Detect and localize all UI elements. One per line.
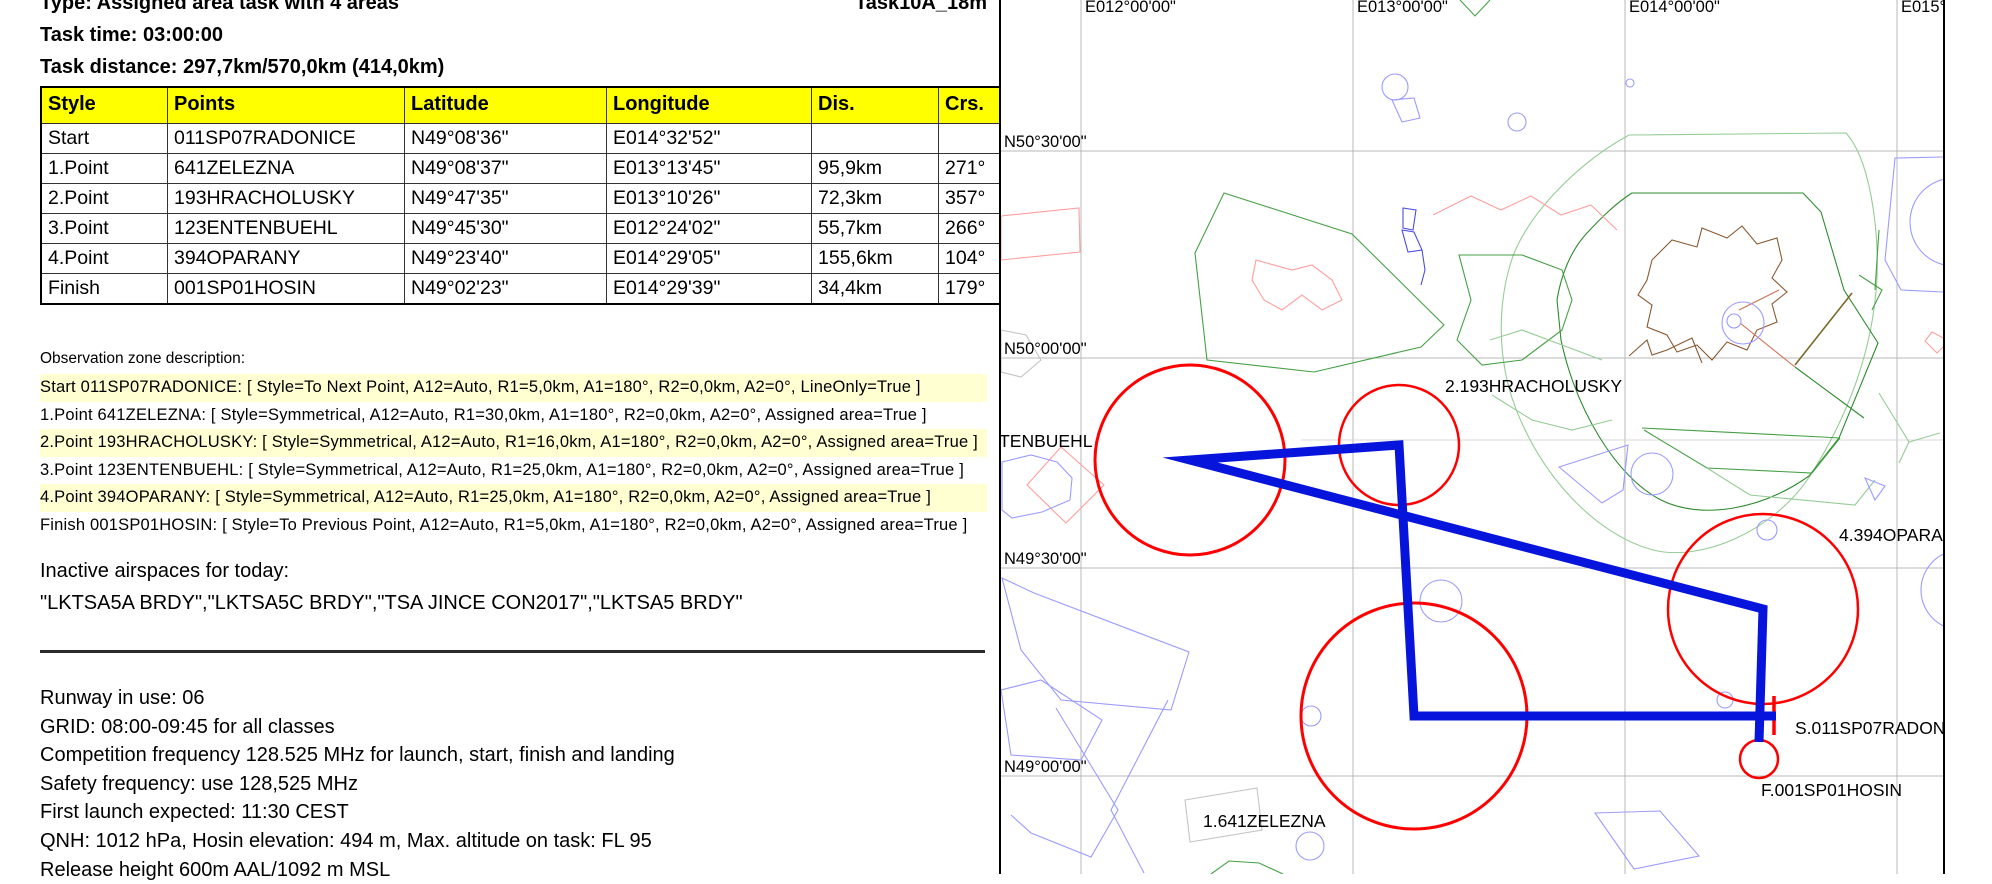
task-map-canvas: N50°30'00" N50°00'00" N49°30'00" N49°00'…: [1001, 0, 1943, 874]
cell-point: 123ENTENBUEHL: [167, 213, 405, 244]
column-header-latitude: Latitude: [404, 86, 607, 124]
lon-label: E013°00'00": [1357, 0, 1448, 16]
column-header-points: Points: [167, 86, 405, 124]
waypoint-label-entenbuehl: 3.123ENTENBUEHL: [1001, 431, 1093, 451]
table-row: Finish 001SP01HOSIN N49°02'23" E014°29'3…: [40, 273, 1020, 305]
cell-latitude: N49°47'35": [404, 183, 607, 214]
observation-line-2: 2.Point 193HRACHOLUSKY: [ Style=Symmetri…: [40, 429, 987, 457]
task-distance-line: Task distance: 297,7km/570,0km (414,0km): [40, 56, 445, 78]
task-type-line: Type: Assigned area task with 4 areas: [40, 0, 400, 14]
table-row: 3.Point 123ENTENBUEHL N49°45'30" E012°24…: [40, 213, 1020, 244]
cell-dis: 34,4km: [811, 273, 939, 305]
observation-zone-list: Start 011SP07RADONICE: [ Style=To Next P…: [40, 374, 987, 539]
lon-label: E015°00'00": [1901, 0, 1943, 16]
cell-style: Finish: [40, 273, 168, 305]
waypoint-label-hracholusky: 2.193HRACHOLUSKY: [1445, 376, 1622, 396]
cell-style: 3.Point: [40, 213, 168, 244]
cell-point: 394OPARANY: [167, 243, 405, 274]
cell-point: 193HRACHOLUSKY: [167, 183, 405, 214]
cell-dis: 72,3km: [811, 183, 939, 214]
release-height-line: Release height 600m AAL/1092 m MSL: [40, 858, 391, 881]
column-header-dis: Dis.: [811, 86, 939, 124]
lat-label: N50°30'00": [1004, 133, 1087, 151]
cell-latitude: N49°02'23": [404, 273, 607, 305]
cell-longitude: E014°29'05": [606, 243, 812, 274]
table-row: 2.Point 193HRACHOLUSKY N49°47'35" E013°1…: [40, 183, 1020, 214]
cell-latitude: N49°08'37": [404, 153, 607, 184]
cell-dis: 95,9km: [811, 153, 939, 184]
observation-line-4: 4.Point 394OPARANY: [ Style=Symmetrical,…: [40, 484, 987, 512]
observation-zone-title: Observation zone description:: [40, 350, 246, 367]
lat-label: N49°30'00": [1004, 550, 1087, 568]
lat-label: N49°00'00": [1004, 758, 1087, 776]
table-row: 4.Point 394OPARANY N49°23'40" E014°29'05…: [40, 243, 1020, 274]
task-map: N50°30'00" N50°00'00" N49°30'00" N49°00'…: [999, 0, 1945, 874]
waypoint-label-oparany: 4.394OPARANY: [1839, 525, 1943, 545]
cell-latitude: N49°23'40": [404, 243, 607, 274]
cell-latitude: N49°45'30": [404, 213, 607, 244]
lon-label: E012°00'00": [1085, 0, 1176, 16]
lat-label: N50°00'00": [1004, 340, 1087, 358]
cell-longitude: E013°10'26": [606, 183, 812, 214]
airspace-outlines: [1001, 0, 1943, 874]
cell-longitude: E013°13'45": [606, 153, 812, 184]
cell-style: 2.Point: [40, 183, 168, 214]
cell-style: Start: [40, 123, 168, 154]
briefing-panel: Type: Assigned area task with 4 areas Ta…: [0, 0, 1020, 881]
inactive-airspaces-title: Inactive airspaces for today:: [40, 560, 290, 582]
cell-longitude: E012°24'02": [606, 213, 812, 244]
cell-dis: [811, 123, 939, 154]
observation-line-3: 3.Point 123ENTENBUEHL: [ Style=Symmetric…: [40, 460, 964, 479]
task-time-line: Task time: 03:00:00: [40, 24, 224, 46]
table-row: Start 011SP07RADONICE N49°08'36" E014°32…: [40, 123, 1020, 154]
runway-line: Runway in use: 06: [40, 687, 205, 709]
cell-point: 011SP07RADONICE: [167, 123, 405, 154]
task-table: Style Points Latitude Longitude Dis. Crs…: [40, 86, 1020, 305]
inactive-airspaces-list: "LKTSA5A BRDY","LKTSA5C BRDY","TSA JINCE…: [40, 592, 743, 614]
horizontal-divider: [40, 650, 985, 653]
cell-style: 1.Point: [40, 153, 168, 184]
cell-point: 641ZELEZNA: [167, 153, 405, 184]
cell-longitude: E014°29'39": [606, 273, 812, 305]
competition-frequency-line: Competition frequency 128.525 MHz for la…: [40, 744, 675, 767]
waypoint-label-zelezna: 1.641ZELEZNA: [1203, 811, 1326, 831]
waypoint-label-start-radonice: S.011SP07RADONICE: [1795, 718, 1943, 738]
map-labels: N50°30'00" N50°00'00" N49°30'00" N49°00'…: [1001, 0, 1943, 831]
column-header-longitude: Longitude: [606, 86, 812, 124]
qnh-line: QNH: 1012 hPa, Hosin elevation: 494 m, M…: [40, 829, 652, 852]
waypoint-label-finish-hosin: F.001SP01HOSIN: [1761, 780, 1902, 800]
observation-line-start: Start 011SP07RADONICE: [ Style=To Next P…: [40, 374, 987, 402]
safety-frequency-line: Safety frequency: use 128,525 MHz: [40, 772, 358, 795]
task-track-line: [1162, 440, 1776, 743]
first-launch-line: First launch expected: 11:30 CEST: [40, 801, 349, 824]
observation-line-1: 1.Point 641ZELEZNA: [ Style=Symmetrical,…: [40, 405, 927, 424]
grid-line: GRID: 08:00-09:45 for all classes: [40, 715, 335, 738]
observation-line-finish: Finish 001SP01HOSIN: [ Style=To Previous…: [40, 515, 968, 534]
task-name: Task10A_18m: [855, 0, 987, 14]
cell-point: 001SP01HOSIN: [167, 273, 405, 305]
cell-style: 4.Point: [40, 243, 168, 274]
column-header-style: Style: [40, 86, 168, 124]
cell-dis: 55,7km: [811, 213, 939, 244]
cell-latitude: N49°08'36": [404, 123, 607, 154]
cell-dis: 155,6km: [811, 243, 939, 274]
observation-zone-circles: [1093, 363, 1860, 831]
table-header-row: Style Points Latitude Longitude Dis. Crs…: [40, 86, 1020, 124]
lon-label: E014°00'00": [1629, 0, 1720, 16]
table-row: 1.Point 641ZELEZNA N49°08'37" E013°13'45…: [40, 153, 1020, 184]
cell-longitude: E014°32'52": [606, 123, 812, 154]
map-grid: [1001, 0, 1943, 874]
briefing-notes: Runway in use: 06 GRID: 08:00-09:45 for …: [40, 684, 675, 884]
